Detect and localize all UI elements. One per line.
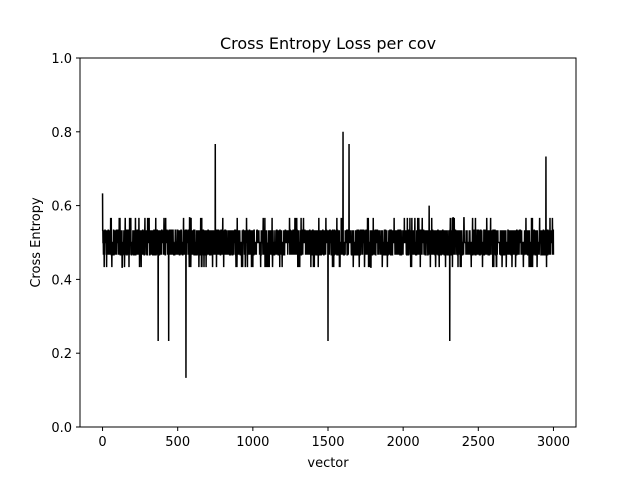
y-tick-label: 0.8: [51, 126, 72, 141]
x-tick-label: 500: [165, 435, 190, 450]
plot-area: [101, 131, 555, 378]
y-tick-label: 0.4: [51, 273, 72, 288]
x-tick-label: 2500: [462, 435, 495, 450]
x-tick-label: 1500: [311, 435, 344, 450]
y-tick-label: 0.2: [51, 347, 72, 362]
x-tick-label: 2000: [387, 435, 420, 450]
x-axis-ticks: 0 500 1000 1500 2000 2500 3000: [98, 427, 570, 450]
chart-title: Cross Entropy Loss per cov: [220, 34, 436, 53]
x-tick-label: 0: [98, 435, 106, 450]
x-axis-label: vector: [307, 456, 349, 471]
y-tick-label: 0.6: [51, 200, 72, 215]
x-tick-label: 1000: [236, 435, 269, 450]
x-tick-label: 3000: [537, 435, 570, 450]
y-axis-ticks: 0.0 0.2 0.4 0.6 0.8 1.0: [51, 52, 80, 436]
series-line-cross-entropy: [101, 131, 555, 378]
y-tick-label: 0.0: [51, 421, 72, 436]
y-axis-label: Cross Entropy: [29, 197, 44, 288]
y-tick-label: 1.0: [51, 52, 72, 67]
